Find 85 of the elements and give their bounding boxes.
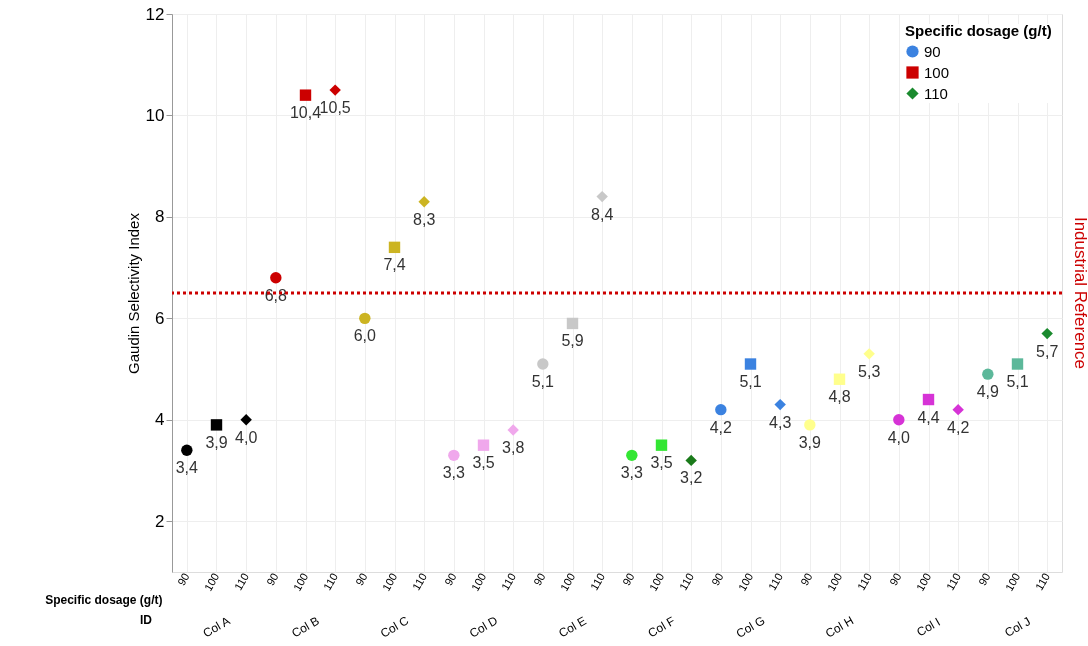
x-tick-label: 90 bbox=[442, 571, 459, 588]
x-tick-label: 90 bbox=[798, 571, 815, 588]
point bbox=[685, 454, 697, 467]
x-tick-label: 100 bbox=[557, 571, 578, 593]
data-label: 10,4 bbox=[289, 104, 322, 122]
text: Col C bbox=[378, 613, 412, 641]
data-label: 8,3 bbox=[413, 210, 436, 228]
text: Col D bbox=[467, 613, 501, 641]
data-label: 3,9 bbox=[205, 433, 228, 451]
legend-label: 100 bbox=[924, 63, 950, 81]
x-tick-label: 110 bbox=[587, 571, 607, 593]
x-tick-label: 110 bbox=[765, 571, 785, 593]
data-label: 3,5 bbox=[472, 454, 495, 472]
y-tick-label: 10 bbox=[145, 105, 165, 125]
x-tick-label: 100 bbox=[201, 571, 222, 593]
x-tick-label: 90 bbox=[175, 571, 192, 588]
legend-label: 90 bbox=[924, 42, 941, 60]
x-tick-label: 90 bbox=[264, 571, 281, 588]
data-label: 3,2 bbox=[680, 469, 703, 487]
x-tick-label: 110 bbox=[1032, 571, 1052, 593]
text: Col H bbox=[823, 613, 856, 641]
x-tick-label: 100 bbox=[290, 571, 311, 593]
x-tick-label: 90 bbox=[709, 571, 726, 588]
x-tick-label: 90 bbox=[887, 571, 904, 588]
x-tick-label: 110 bbox=[231, 571, 251, 593]
data-label: 3,4 bbox=[175, 459, 199, 477]
y-tick-label: 6 bbox=[155, 308, 165, 328]
x-tick-label: 90 bbox=[620, 571, 637, 588]
text: Col I bbox=[914, 614, 943, 640]
data-label: 4,0 bbox=[235, 428, 258, 446]
data-label: 10,5 bbox=[319, 99, 351, 117]
data-label: 3,3 bbox=[442, 464, 466, 482]
text: Col B bbox=[289, 613, 322, 641]
data-label: 7,4 bbox=[383, 256, 406, 274]
data-label: 4,3 bbox=[769, 413, 792, 431]
data-label: 5,1 bbox=[739, 373, 762, 391]
text: Col J bbox=[1002, 614, 1033, 640]
x-tick-label: 110 bbox=[320, 571, 340, 593]
x-tick-label: 100 bbox=[646, 571, 667, 593]
y-tick-label: 4 bbox=[155, 410, 165, 430]
data-label: 4,9 bbox=[976, 383, 1000, 401]
x-tick-label: 110 bbox=[943, 571, 963, 593]
legend-label: 110 bbox=[924, 84, 948, 102]
text: ID bbox=[140, 613, 153, 627]
data-label: 3,8 bbox=[502, 438, 525, 456]
data-label: 4,2 bbox=[709, 418, 733, 436]
data-label: 6,0 bbox=[353, 327, 377, 345]
data-label: 5,3 bbox=[858, 362, 881, 380]
x-tick-label: 90 bbox=[353, 571, 370, 588]
x-tick-label: 100 bbox=[379, 571, 400, 593]
text: Col A bbox=[200, 613, 233, 641]
data-label: 5,9 bbox=[561, 332, 584, 350]
y-tick-label: 12 bbox=[145, 4, 165, 24]
x-tick-label: 100 bbox=[735, 571, 756, 593]
x-tick-label: 110 bbox=[498, 571, 518, 593]
x-tick-label: 100 bbox=[913, 571, 934, 593]
y-tick-label: 8 bbox=[155, 207, 165, 227]
x-axis-title: Specific dosage (g/t) bbox=[45, 592, 163, 607]
x-tick-label: 100 bbox=[1002, 571, 1023, 593]
text: Col G bbox=[733, 613, 768, 641]
data-label: 5,7 bbox=[1036, 342, 1059, 360]
x-tick-label: 110 bbox=[854, 571, 874, 593]
ref-line-label: Industrial Reference bbox=[1071, 216, 1088, 370]
data-label: 5,1 bbox=[531, 373, 555, 391]
y-tick-label: 2 bbox=[155, 511, 165, 531]
data-label: 4,2 bbox=[947, 418, 970, 436]
legend-title: Specific dosage (g/t) bbox=[905, 22, 1052, 39]
x-tick-label: 100 bbox=[468, 571, 489, 593]
y-axis-title: Gaudin Selectivity Index bbox=[124, 212, 142, 374]
text: Col F bbox=[645, 613, 678, 641]
data-label: 3,9 bbox=[798, 433, 822, 451]
data-label: 3,3 bbox=[620, 464, 644, 482]
text: Col E bbox=[556, 613, 589, 641]
data-label: 3,5 bbox=[650, 454, 673, 472]
data-label: 4,8 bbox=[828, 388, 851, 406]
x-tick-label: 100 bbox=[824, 571, 845, 593]
x-tick-label: 90 bbox=[531, 571, 548, 588]
data-label: 4,0 bbox=[887, 428, 911, 446]
data-label: 4,4 bbox=[917, 408, 940, 426]
x-tick-label: 90 bbox=[976, 571, 993, 588]
data-label: 5,1 bbox=[1006, 373, 1029, 391]
x-tick-label: 110 bbox=[409, 571, 429, 593]
point bbox=[1041, 327, 1053, 340]
data-label: 8,4 bbox=[591, 205, 614, 223]
x-tick-label: 110 bbox=[676, 571, 696, 593]
